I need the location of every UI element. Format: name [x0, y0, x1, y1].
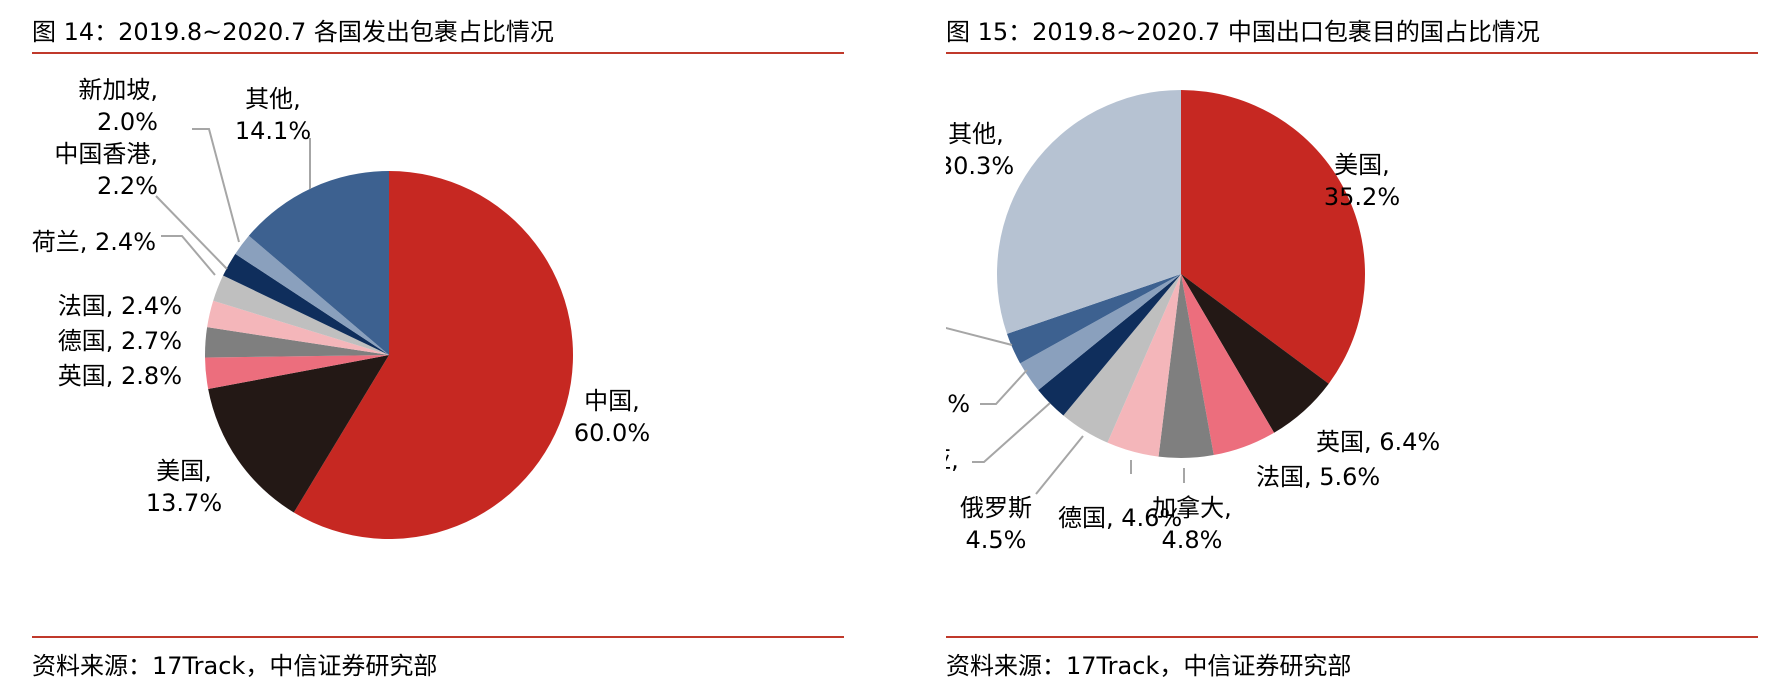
pie-slice — [1038, 274, 1181, 416]
slice-label: 俄罗斯 — [960, 494, 1032, 522]
slice-value-label: 35.2% — [1324, 183, 1400, 211]
slice-label: 日本, 2.8% — [946, 390, 970, 418]
slice-value-label: 14.1% — [235, 117, 311, 145]
slice-label: 美国, — [156, 457, 212, 485]
pie-slice — [213, 275, 389, 355]
slice-label: 美国, — [1334, 151, 1390, 179]
pie-slice — [248, 171, 389, 355]
leader-line — [946, 326, 1013, 346]
figure-title: 图 14：2019.8~2020.7 各国发出包裹占比情况 — [32, 18, 554, 46]
title-rule — [32, 52, 844, 54]
pie-slice — [207, 300, 389, 355]
figure-title: 图 15：2019.8~2020.7 中国出口包裹目的国占比情况 — [946, 18, 1540, 46]
source-rule — [946, 636, 1758, 638]
slice-label: 中国香港, — [54, 140, 158, 168]
pie-slice — [1020, 274, 1181, 391]
source-note: 资料来源：17Track，中信证券研究部 — [946, 652, 1352, 680]
pie-slice — [235, 235, 389, 355]
leader-line — [1035, 435, 1084, 495]
pie-slice — [205, 355, 389, 389]
slice-label: 德国, 2.7% — [58, 327, 182, 355]
figure-15-panel: 图 15：2019.8~2020.7 中国出口包裹目的国占比情况 美国, 35.2… — [946, 0, 1758, 696]
leader-line — [161, 235, 216, 276]
pie-chart-origin-countries: 中国, 60.0% 美国, 13.7% 英国, 2.8% 德国, 2.7% 法国, 2.4%… — [32, 76, 650, 539]
slice-label: 德国, 4.6% — [1058, 504, 1182, 532]
figure-14-panel: 图 14：2019.8~2020.7 各国发出包裹占比情况 中国, 60.0% 美国… — [32, 0, 844, 696]
slice-value-label: 13.7% — [146, 489, 222, 517]
leader-line — [980, 369, 1028, 405]
pie-slice — [208, 355, 389, 513]
slice-label: 新加坡, — [78, 76, 158, 104]
slice-label: 加拿大, — [1152, 494, 1232, 522]
slice-label: 法国, 5.6% — [1256, 463, 1380, 491]
pie-slice — [1006, 274, 1181, 364]
slice-label: 英国, 6.4% — [1316, 428, 1440, 456]
slice-value-label: 30.3% — [946, 152, 1014, 180]
source-rule — [32, 636, 844, 638]
pie-slice — [1181, 274, 1329, 433]
pie-slice — [1158, 274, 1214, 458]
pie-slice — [293, 171, 574, 539]
pie-slice — [205, 327, 389, 358]
pie-slice — [996, 89, 1181, 334]
slice-label: 其他, — [245, 85, 301, 113]
slice-value-label: 4.5% — [966, 526, 1027, 554]
slice-label: 澳大利亚, — [946, 446, 959, 474]
slice-label: 中国, — [584, 387, 640, 415]
slice-value-label: 4.8% — [1162, 526, 1223, 554]
leader-line — [192, 128, 240, 243]
leader-line — [972, 402, 1051, 463]
slice-value-label: 60.0% — [574, 419, 650, 447]
pie-slice — [223, 253, 389, 355]
slice-label: 其他, — [948, 120, 1004, 148]
slice-value-label: 2.2% — [97, 172, 158, 200]
pie-chart-destination-countries: 美国, 35.2% 英国, 6.4% 法国, 5.6% 加拿大, 4.8%德国, 4.6%… — [946, 89, 1440, 554]
leader-line — [155, 195, 228, 270]
slice-label: 英国, 2.8% — [58, 362, 182, 390]
slice-value-label: 2.0% — [97, 108, 158, 136]
pie-slice — [1063, 274, 1181, 443]
pie-slice — [1181, 274, 1275, 456]
title-rule — [946, 52, 1758, 54]
slice-label: 荷兰, 2.4% — [32, 228, 156, 256]
pie-slice — [1181, 90, 1366, 384]
slice-label: 法国, 2.4% — [58, 292, 182, 320]
source-note: 资料来源：17Track，中信证券研究部 — [32, 652, 438, 680]
pie-slice — [1107, 274, 1181, 457]
